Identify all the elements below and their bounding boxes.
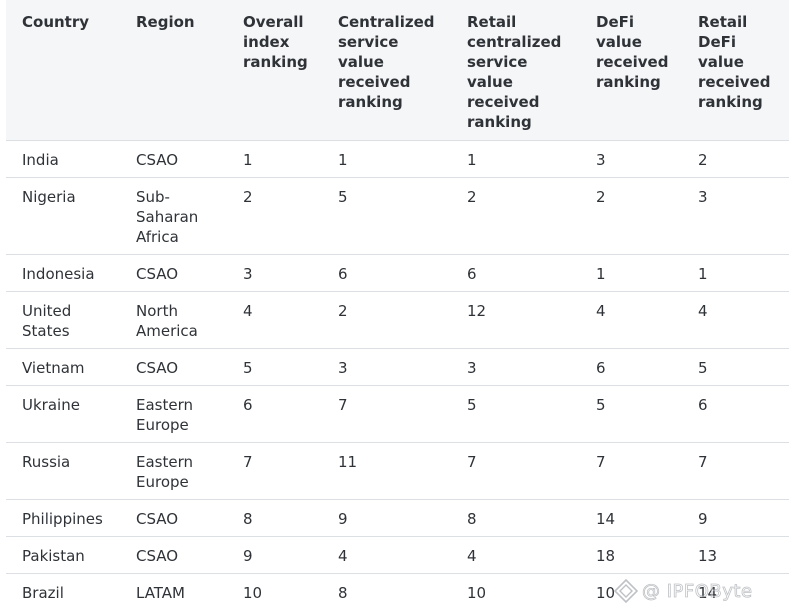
cell-defi: 1 xyxy=(596,264,606,283)
cell-retail-defi: 14 xyxy=(698,583,718,602)
table-row: Pakistan CSAO 9 4 4 18 13 xyxy=(6,536,789,573)
cell-region: CSAO xyxy=(136,358,179,377)
header-retail-defi-ranking: Retail DeFi value received ranking xyxy=(698,13,771,111)
cell-overall: 10 xyxy=(243,583,263,602)
cell-retail-defi: 13 xyxy=(698,546,718,565)
cell-region: LATAM xyxy=(136,583,185,602)
cell-retail-centralized: 10 xyxy=(467,583,487,602)
table-row: Vietnam CSAO 5 3 3 6 5 xyxy=(6,348,789,385)
cell-country: United States xyxy=(22,301,72,340)
cell-centralized: 5 xyxy=(338,187,348,206)
cell-retail-defi: 3 xyxy=(698,187,708,206)
cell-defi: 18 xyxy=(596,546,616,565)
header-retail-centralized-ranking: Retail centralized service value receive… xyxy=(467,13,562,131)
cell-retail-defi: 4 xyxy=(698,301,708,320)
cell-region: North America xyxy=(136,301,198,340)
table-row: India CSAO 1 1 1 3 2 xyxy=(6,140,789,177)
cell-overall: 5 xyxy=(243,358,253,377)
header-defi-ranking: DeFi value received ranking xyxy=(596,13,669,91)
cell-overall: 4 xyxy=(243,301,253,320)
cell-overall: 6 xyxy=(243,395,253,414)
cell-centralized: 2 xyxy=(338,301,348,320)
cell-retail-centralized: 2 xyxy=(467,187,477,206)
cell-region: CSAO xyxy=(136,509,179,528)
header-region: Region xyxy=(136,13,195,31)
cell-retail-centralized: 3 xyxy=(467,358,477,377)
cell-region: Eastern Europe xyxy=(136,395,194,434)
cell-region: Sub-Saharan Africa xyxy=(136,187,199,246)
cell-defi: 3 xyxy=(596,150,606,169)
cell-centralized: 9 xyxy=(338,509,348,528)
cell-country: Pakistan xyxy=(22,546,85,565)
cell-retail-centralized: 5 xyxy=(467,395,477,414)
table-row: Indonesia CSAO 3 6 6 1 1 xyxy=(6,254,789,291)
cell-country: Vietnam xyxy=(22,358,85,377)
cell-retail-defi: 6 xyxy=(698,395,708,414)
cell-defi: 14 xyxy=(596,509,616,528)
cell-overall: 1 xyxy=(243,150,253,169)
cell-retail-defi: 2 xyxy=(698,150,708,169)
cell-retail-defi: 5 xyxy=(698,358,708,377)
cell-overall: 9 xyxy=(243,546,253,565)
cell-retail-defi: 7 xyxy=(698,452,708,471)
cell-defi: 4 xyxy=(596,301,606,320)
header-centralized-ranking: Centralized service value received ranki… xyxy=(338,13,435,111)
cell-centralized: 7 xyxy=(338,395,348,414)
cell-country: Indonesia xyxy=(22,264,95,283)
cell-retail-centralized: 1 xyxy=(467,150,477,169)
cell-retail-defi: 1 xyxy=(698,264,708,283)
cell-country: Philippines xyxy=(22,509,103,528)
cell-defi: 2 xyxy=(596,187,606,206)
cell-defi: 6 xyxy=(596,358,606,377)
cell-centralized: 4 xyxy=(338,546,348,565)
cell-country: Russia xyxy=(22,452,71,471)
cell-overall: 8 xyxy=(243,509,253,528)
cell-country: Brazil xyxy=(22,583,64,602)
cell-overall: 3 xyxy=(243,264,253,283)
cell-region: CSAO xyxy=(136,150,179,169)
cell-centralized: 8 xyxy=(338,583,348,602)
cell-retail-centralized: 8 xyxy=(467,509,477,528)
cell-country: Nigeria xyxy=(22,187,76,206)
cell-retail-centralized: 12 xyxy=(467,301,487,320)
cell-region: CSAO xyxy=(136,264,179,283)
table-row: Russia Eastern Europe 7 11 7 7 7 xyxy=(6,442,789,499)
cell-overall: 7 xyxy=(243,452,253,471)
cell-centralized: 6 xyxy=(338,264,348,283)
table-row: Brazil LATAM 10 8 10 10 14 xyxy=(6,573,789,610)
cell-region: CSAO xyxy=(136,546,179,565)
cell-overall: 2 xyxy=(243,187,253,206)
cell-defi: 7 xyxy=(596,452,606,471)
cell-defi: 10 xyxy=(596,583,616,602)
header-overall-ranking: Overall index ranking xyxy=(243,13,308,71)
table-header-row: Country Region Overall index ranking Cen… xyxy=(6,0,789,140)
cell-region: Eastern Europe xyxy=(136,452,194,491)
table-row: United States North America 4 2 12 4 4 xyxy=(6,291,789,348)
cell-defi: 5 xyxy=(596,395,606,414)
cell-retail-centralized: 7 xyxy=(467,452,477,471)
table-row: Ukraine Eastern Europe 6 7 5 5 6 xyxy=(6,385,789,442)
cell-retail-defi: 9 xyxy=(698,509,708,528)
cell-retail-centralized: 4 xyxy=(467,546,477,565)
cell-centralized: 11 xyxy=(338,452,358,471)
cell-retail-centralized: 6 xyxy=(467,264,477,283)
cell-centralized: 3 xyxy=(338,358,348,377)
header-country: Country xyxy=(22,13,90,31)
cell-country: Ukraine xyxy=(22,395,80,414)
ranking-table: Country Region Overall index ranking Cen… xyxy=(6,0,789,610)
table-row: Philippines CSAO 8 9 8 14 9 xyxy=(6,499,789,536)
table-row: Nigeria Sub-Saharan Africa 2 5 2 2 3 xyxy=(6,177,789,254)
cell-centralized: 1 xyxy=(338,150,348,169)
cell-country: India xyxy=(22,150,59,169)
